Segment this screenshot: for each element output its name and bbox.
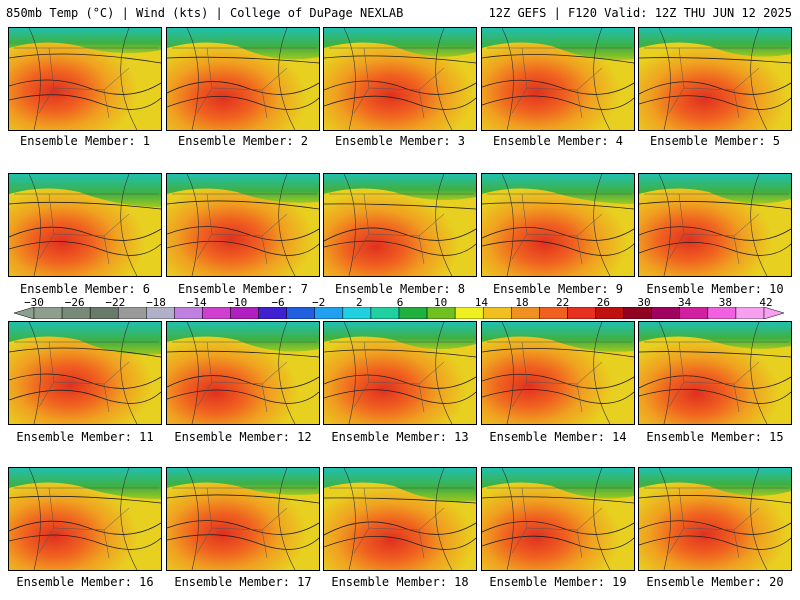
colorbar-tick-label: 6 [396,296,404,309]
colorbar-labels: −30 −26 −22 −18 −14 −10 −6 −2 2 6 10 14 18 22 26 30 34 38… [0,296,800,309]
member-caption: Ensemble Member: 3 [334,134,466,148]
colorbar-swatch [202,307,231,319]
member-caption: Ensemble Member: 5 [649,134,781,148]
header-left: 850mb Temp (°C) | Wind (kts) | College o… [6,6,404,20]
colorbar-tick-label: −26 [64,296,85,309]
member-caption: Ensemble Member: 17 [174,575,312,589]
colorbar-swatch [595,307,624,319]
map-panel [481,467,635,571]
member-caption: Ensemble Member: 13 [331,430,469,444]
colorbar-tick-label: 2 [356,296,363,309]
colorbar-swatch [735,307,765,319]
member-caption: Ensemble Member: 19 [489,575,627,589]
member-caption: Ensemble Member: 10 [646,282,784,296]
colorbar-tick-label: −30 [24,296,44,309]
colorbar-swatch [482,307,512,319]
map-panel [8,467,162,571]
map-panel [166,27,320,131]
map-panel [166,173,320,277]
colorbar-swatch [61,307,91,319]
member-caption: Ensemble Member: 16 [16,575,154,589]
colorbar-swatch [342,307,372,319]
colorbar-tick-label: 30 [637,296,651,309]
colorbar-swatch [230,307,259,319]
colorbar-swatch [707,307,737,319]
map-panel [638,27,792,131]
colorbar-swatch [398,307,428,319]
colorbar-tick-label: −14 [186,296,207,309]
colorbar-swatch [454,307,484,319]
colorbar-tick-label: 26 [596,296,610,309]
colorbar [14,307,784,319]
map-panel [481,321,635,425]
colorbar-swatch [623,307,652,319]
colorbar-tick-label: −22 [105,296,126,309]
colorbar-swatch [567,307,596,319]
map-panel [8,27,162,131]
map-panel [323,321,477,425]
member-caption: Ensemble Member: 18 [331,575,469,589]
member-caption: Ensemble Member: 9 [492,282,624,296]
colorbar-tick-label: 42 [759,296,773,309]
colorbar-tick-label: 38 [718,296,732,309]
member-caption: Ensemble Member: 1 [19,134,151,148]
member-caption: Ensemble Member: 7 [177,282,309,296]
colorbar-swatch [146,307,175,319]
colorbar-swatch [511,307,540,319]
colorbar-swatch [651,307,681,319]
map-panel [166,321,320,425]
map-panel [323,173,477,277]
header-right: 12Z GEFS | F120 Valid: 12Z THU JUN 12 20… [488,6,792,20]
map-panel [638,467,792,571]
colorbar-swatch [89,307,119,319]
colorbar-tick-label: 18 [515,296,529,309]
colorbar-swatch [117,307,147,319]
map-panel [638,321,792,425]
colorbar-swatch [314,307,344,319]
colorbar-tick-label: −10 [227,296,248,309]
colorbar-swatch [426,307,456,319]
colorbar-tick-label: 10 [434,296,448,309]
colorbar-arrow-left [14,307,35,319]
colorbar-tick-label: 34 [678,296,692,309]
member-caption: Ensemble Member: 14 [489,430,627,444]
colorbar-tick-label: 14 [474,296,488,309]
map-panel [323,27,477,131]
map-panel [481,173,635,277]
colorbar-swatch [539,307,568,319]
colorbar-swatch [679,307,709,319]
member-caption: Ensemble Member: 4 [492,134,624,148]
colorbar-tick-label: −2 [312,296,326,309]
colorbar-swatch [370,307,400,319]
colorbar-tick-label: 22 [556,296,570,309]
colorbar-swatch [286,307,316,319]
member-caption: Ensemble Member: 6 [19,282,151,296]
colorbar-swatch [174,307,203,319]
map-panel [323,467,477,571]
map-panel [8,321,162,425]
map-panel [481,27,635,131]
colorbar-arrow-right [763,307,784,319]
colorbar-swatch [258,307,287,319]
member-caption: Ensemble Member: 15 [646,430,784,444]
member-caption: Ensemble Member: 12 [174,430,312,444]
colorbar-tick-label: −18 [146,296,166,309]
member-caption: Ensemble Member: 8 [334,282,466,296]
map-panel [8,173,162,277]
colorbar-tick-label: −6 [271,296,285,309]
colorbar-swatch [33,307,63,319]
member-caption: Ensemble Member: 20 [646,575,784,589]
member-caption: Ensemble Member: 2 [177,134,309,148]
map-panel [638,173,792,277]
member-caption: Ensemble Member: 11 [16,430,154,444]
map-panel [166,467,320,571]
